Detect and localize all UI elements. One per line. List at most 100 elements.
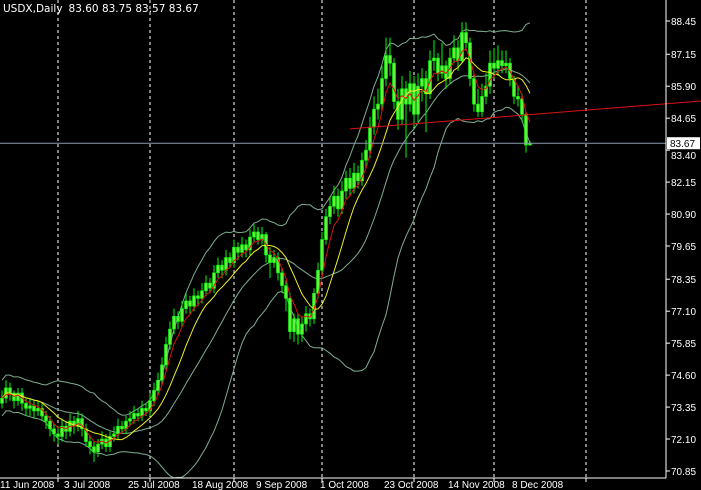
candle xyxy=(444,60,448,89)
candle xyxy=(284,280,288,312)
date-label: 14 Nov 2008 xyxy=(448,480,505,490)
candle xyxy=(164,336,168,371)
candle xyxy=(64,421,68,440)
candle-body xyxy=(12,392,16,401)
candle-body xyxy=(212,272,216,289)
candle-body xyxy=(52,428,56,435)
candle xyxy=(324,208,328,245)
moving-averages xyxy=(1,47,531,444)
candle-body xyxy=(216,264,220,274)
candle-body xyxy=(356,172,360,182)
candle xyxy=(520,93,524,122)
candle-body xyxy=(164,344,168,366)
candle xyxy=(208,277,212,294)
candle-body xyxy=(380,78,384,105)
trendline[interactable] xyxy=(349,100,701,130)
candles xyxy=(0,22,532,463)
candle xyxy=(228,252,232,268)
candle xyxy=(8,382,12,401)
candle xyxy=(84,423,88,447)
candle xyxy=(504,50,508,74)
candle xyxy=(180,300,184,327)
candle xyxy=(476,88,480,117)
candle xyxy=(264,231,268,263)
yellow-ma-line xyxy=(1,57,531,441)
candle-body xyxy=(24,402,28,409)
ohlc-readout: 83.60 83.75 83.57 83.67 xyxy=(68,3,199,15)
candle xyxy=(212,265,216,294)
candle-body xyxy=(196,295,200,299)
candle xyxy=(124,416,128,434)
candle-body xyxy=(140,408,144,417)
candle-body xyxy=(56,433,60,437)
candle-body xyxy=(156,379,160,391)
candle-body xyxy=(452,47,456,59)
candle xyxy=(128,410,132,427)
candle-body xyxy=(112,433,116,437)
candle xyxy=(248,229,252,255)
candle-body xyxy=(144,408,148,412)
candle xyxy=(28,398,32,417)
candle xyxy=(132,405,136,424)
candle-body xyxy=(284,285,288,299)
candle xyxy=(300,316,304,342)
candle-body xyxy=(372,108,376,128)
candle-body xyxy=(236,246,240,253)
candle xyxy=(372,96,376,135)
candle xyxy=(328,196,332,225)
candle-body xyxy=(268,254,272,263)
candle xyxy=(308,308,312,327)
candle xyxy=(516,86,520,107)
candle xyxy=(120,421,124,434)
candle-body xyxy=(440,65,444,74)
candle-body xyxy=(376,103,380,110)
price-tick-label: 85.90 xyxy=(671,82,696,93)
candle xyxy=(412,75,416,128)
candle-body xyxy=(224,257,228,271)
candle-body xyxy=(192,295,196,307)
candle-body xyxy=(400,88,404,120)
candle-body xyxy=(252,231,256,238)
candle-body xyxy=(436,57,440,74)
candle-body xyxy=(176,316,180,322)
candle xyxy=(332,185,336,215)
candle xyxy=(436,52,440,82)
candle xyxy=(156,372,160,396)
time-axis: 11 Jun 2008 3 Jul 2008 25 Jul 2008 18 Aug 2… xyxy=(0,480,564,490)
candle-body xyxy=(292,318,296,332)
candle-body xyxy=(168,328,172,345)
candle xyxy=(252,224,256,243)
candle-body xyxy=(384,55,388,79)
candle-body xyxy=(48,420,52,430)
candle-body xyxy=(428,60,432,95)
candle-body xyxy=(152,390,156,401)
candle-body xyxy=(480,96,484,113)
candle-body xyxy=(220,264,224,271)
candle xyxy=(168,321,172,350)
candle xyxy=(148,393,152,417)
price-tick-label: 78.35 xyxy=(671,275,696,286)
candle-body xyxy=(472,78,476,105)
candle xyxy=(56,426,60,445)
candle-body xyxy=(524,114,528,146)
candle-body xyxy=(120,425,124,430)
candle xyxy=(68,413,72,437)
candle xyxy=(336,188,340,217)
candle-body xyxy=(200,290,204,299)
symbol-label: USDX,Daily xyxy=(3,3,63,15)
price-tick-label: 79.65 xyxy=(671,242,696,253)
candle-body xyxy=(300,323,304,335)
price-tick-label: 70.85 xyxy=(671,467,696,478)
date-label: 1 Oct 2008 xyxy=(320,480,369,490)
candle-body xyxy=(464,32,468,44)
candle xyxy=(344,170,348,199)
candle xyxy=(384,37,388,87)
candle-body xyxy=(0,397,4,404)
candle xyxy=(0,390,4,409)
candle xyxy=(364,139,368,169)
date-label: 8 Dec 2008 xyxy=(512,480,564,490)
candle-body xyxy=(44,415,48,422)
candle xyxy=(204,275,208,296)
candle xyxy=(312,288,316,324)
